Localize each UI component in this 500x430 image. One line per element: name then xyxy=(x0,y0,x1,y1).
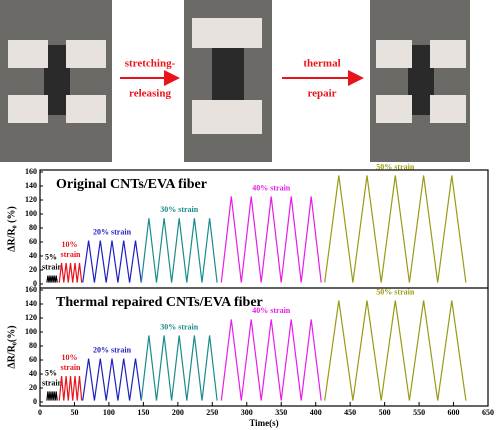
data-line xyxy=(140,218,218,283)
y-tick-label: 0 xyxy=(33,397,37,406)
arrow-label: thermal xyxy=(303,58,340,70)
data-line xyxy=(58,262,83,283)
arrow-label: stretching- xyxy=(125,58,176,70)
data-line xyxy=(140,335,218,401)
y-tick-label: 40 xyxy=(29,369,37,378)
series-label: 50% strain xyxy=(376,162,415,171)
data-line xyxy=(324,175,467,283)
x-tick-label: 350 xyxy=(275,408,287,417)
series-label: 10% strain xyxy=(60,353,81,372)
data-line xyxy=(58,376,83,401)
photo-repaired xyxy=(370,0,470,162)
data-line xyxy=(46,275,58,283)
x-tick-label: 0 xyxy=(38,408,42,417)
y-axis-label: ΔR/R₀ (%) xyxy=(6,206,17,252)
x-tick-label: 600 xyxy=(448,408,460,417)
y-tick-label: 60 xyxy=(29,355,37,364)
data-line xyxy=(220,319,322,401)
x-tick-label: 100 xyxy=(103,408,115,417)
y-axis-label: ΔR/R₀(%) xyxy=(6,325,17,368)
y-tick-label: 160 xyxy=(25,285,37,294)
y-tick-label: 80 xyxy=(29,341,37,350)
data-line xyxy=(82,240,142,283)
y-tick-label: 20 xyxy=(29,265,37,274)
x-tick-label: 450 xyxy=(344,408,356,417)
series-label: 20% strain xyxy=(93,227,132,236)
y-tick-label: 20 xyxy=(29,383,37,392)
data-line xyxy=(46,391,58,401)
series-label: 20% strain xyxy=(93,345,132,354)
y-tick-label: 60 xyxy=(29,237,37,246)
y-tick-label: 140 xyxy=(25,181,37,190)
chart-title: Original CNTs/EVA fiber xyxy=(56,177,207,192)
y-tick-label: 80 xyxy=(29,223,37,232)
y-tick-label: 0 xyxy=(33,279,37,288)
series-label: 5% strain xyxy=(42,252,63,271)
y-tick-label: 160 xyxy=(25,167,37,176)
x-tick-label: 200 xyxy=(172,408,184,417)
y-tick-label: 120 xyxy=(25,195,37,204)
series-label: 30% strain xyxy=(160,322,199,331)
y-tick-label: 120 xyxy=(25,313,37,322)
series-label: 5% strain xyxy=(42,368,63,387)
data-line xyxy=(220,196,322,283)
y-tick-label: 40 xyxy=(29,251,37,260)
series-label: 30% strain xyxy=(160,205,199,214)
x-tick-label: 650 xyxy=(482,408,494,417)
photo-stretched xyxy=(184,0,272,162)
arrow-label: repair xyxy=(307,88,336,100)
series-label: 40% strain xyxy=(252,306,291,315)
series-label: 40% strain xyxy=(252,183,291,192)
x-tick-label: 500 xyxy=(379,408,391,417)
x-tick-label: 150 xyxy=(137,408,149,417)
series-label: 50% strain xyxy=(376,287,415,296)
x-axis-label: Time(s) xyxy=(249,418,278,428)
series-label: 10% strain xyxy=(60,240,81,259)
y-tick-label: 140 xyxy=(25,299,37,308)
photo-original xyxy=(0,0,112,162)
x-tick-label: 50 xyxy=(70,408,78,417)
y-tick-label: 100 xyxy=(25,209,37,218)
x-tick-label: 400 xyxy=(310,408,322,417)
arrow-label: releasing xyxy=(129,88,171,100)
x-tick-label: 550 xyxy=(413,408,425,417)
x-tick-label: 250 xyxy=(206,408,218,417)
data-line xyxy=(82,358,142,401)
data-line xyxy=(324,300,467,401)
chart-title: Thermal repaired CNTs/EVA fiber xyxy=(56,295,263,310)
x-tick-label: 300 xyxy=(241,408,253,417)
y-tick-label: 100 xyxy=(25,327,37,336)
